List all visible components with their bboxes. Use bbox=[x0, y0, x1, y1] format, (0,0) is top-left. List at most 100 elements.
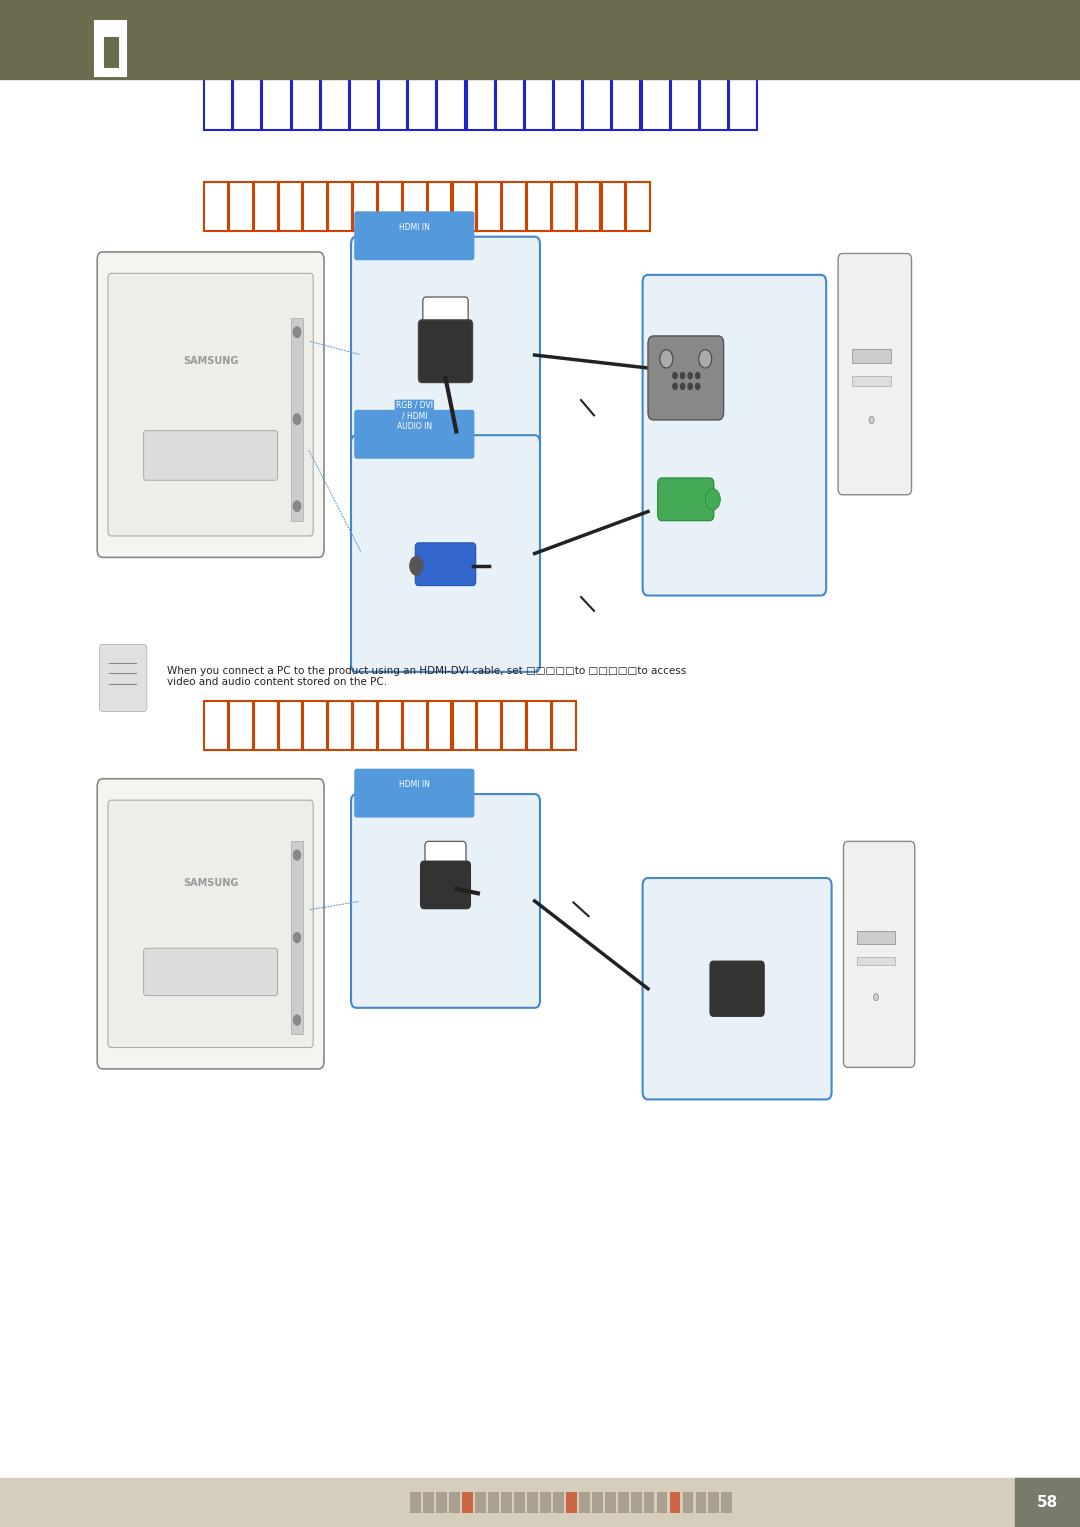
Bar bbox=[670, 1492, 680, 1513]
Bar bbox=[852, 348, 891, 362]
Bar bbox=[618, 1492, 629, 1513]
FancyBboxPatch shape bbox=[104, 37, 118, 67]
Circle shape bbox=[673, 373, 677, 379]
FancyBboxPatch shape bbox=[99, 644, 147, 712]
FancyBboxPatch shape bbox=[477, 182, 501, 231]
Circle shape bbox=[294, 414, 300, 425]
FancyBboxPatch shape bbox=[426, 841, 467, 878]
FancyBboxPatch shape bbox=[643, 878, 832, 1099]
FancyBboxPatch shape bbox=[554, 69, 582, 130]
FancyBboxPatch shape bbox=[552, 701, 576, 750]
FancyBboxPatch shape bbox=[496, 69, 524, 130]
FancyBboxPatch shape bbox=[643, 275, 826, 596]
FancyBboxPatch shape bbox=[292, 69, 320, 130]
FancyBboxPatch shape bbox=[328, 182, 352, 231]
FancyBboxPatch shape bbox=[612, 69, 640, 130]
FancyBboxPatch shape bbox=[423, 296, 469, 337]
Circle shape bbox=[294, 933, 300, 942]
FancyBboxPatch shape bbox=[108, 800, 313, 1048]
Circle shape bbox=[688, 383, 692, 389]
FancyBboxPatch shape bbox=[437, 69, 465, 130]
FancyBboxPatch shape bbox=[262, 69, 291, 130]
FancyBboxPatch shape bbox=[303, 182, 327, 231]
Bar bbox=[423, 1492, 434, 1513]
Bar bbox=[566, 1492, 577, 1513]
FancyBboxPatch shape bbox=[711, 962, 765, 1017]
Circle shape bbox=[673, 383, 677, 389]
Bar bbox=[488, 1492, 499, 1513]
Bar bbox=[410, 1492, 421, 1513]
FancyBboxPatch shape bbox=[204, 69, 232, 130]
Circle shape bbox=[688, 373, 692, 379]
Bar bbox=[436, 1492, 447, 1513]
Circle shape bbox=[680, 373, 685, 379]
FancyBboxPatch shape bbox=[552, 182, 576, 231]
FancyBboxPatch shape bbox=[378, 182, 402, 231]
Bar bbox=[644, 1492, 654, 1513]
FancyBboxPatch shape bbox=[303, 701, 327, 750]
FancyBboxPatch shape bbox=[144, 948, 278, 996]
Bar bbox=[501, 1492, 512, 1513]
Bar bbox=[1015, 1478, 1080, 1527]
FancyBboxPatch shape bbox=[700, 69, 728, 130]
Bar bbox=[605, 1492, 616, 1513]
FancyBboxPatch shape bbox=[527, 701, 551, 750]
FancyBboxPatch shape bbox=[626, 182, 650, 231]
FancyBboxPatch shape bbox=[648, 336, 724, 420]
Text: 58: 58 bbox=[1037, 1495, 1058, 1510]
Bar bbox=[683, 1492, 693, 1513]
Bar bbox=[291, 841, 303, 1034]
FancyBboxPatch shape bbox=[254, 701, 278, 750]
Circle shape bbox=[696, 373, 700, 379]
FancyBboxPatch shape bbox=[351, 237, 540, 473]
FancyBboxPatch shape bbox=[233, 69, 261, 130]
Bar bbox=[852, 376, 891, 385]
Circle shape bbox=[699, 350, 712, 368]
Bar bbox=[631, 1492, 642, 1513]
Bar bbox=[540, 1492, 551, 1513]
Text: When you connect a PC to the product using an HDMI-DVI cable, set □□□□□to □□□□□t: When you connect a PC to the product usi… bbox=[167, 666, 687, 687]
Circle shape bbox=[696, 383, 700, 389]
FancyBboxPatch shape bbox=[502, 701, 526, 750]
FancyBboxPatch shape bbox=[354, 409, 474, 458]
FancyBboxPatch shape bbox=[354, 211, 474, 260]
FancyBboxPatch shape bbox=[453, 182, 476, 231]
FancyBboxPatch shape bbox=[354, 768, 474, 817]
FancyBboxPatch shape bbox=[353, 701, 377, 750]
Text: RGB / DVI
/ HDMI
AUDIO IN: RGB / DVI / HDMI AUDIO IN bbox=[395, 400, 433, 431]
FancyBboxPatch shape bbox=[467, 69, 495, 130]
Bar bbox=[514, 1492, 525, 1513]
Bar bbox=[858, 956, 894, 965]
FancyBboxPatch shape bbox=[838, 253, 912, 495]
FancyBboxPatch shape bbox=[403, 701, 427, 750]
Circle shape bbox=[660, 350, 673, 368]
FancyBboxPatch shape bbox=[453, 701, 476, 750]
FancyBboxPatch shape bbox=[97, 252, 324, 557]
Bar bbox=[553, 1492, 564, 1513]
Bar bbox=[475, 1492, 486, 1513]
FancyBboxPatch shape bbox=[229, 701, 253, 750]
FancyBboxPatch shape bbox=[97, 779, 324, 1069]
Text: SAMSUNG: SAMSUNG bbox=[183, 356, 239, 366]
Bar bbox=[696, 1492, 706, 1513]
FancyBboxPatch shape bbox=[658, 478, 714, 521]
Bar bbox=[0, 1478, 1080, 1527]
FancyBboxPatch shape bbox=[204, 182, 228, 231]
FancyBboxPatch shape bbox=[204, 701, 228, 750]
Bar bbox=[0, 0, 1080, 79]
Bar bbox=[462, 1492, 473, 1513]
Circle shape bbox=[680, 383, 685, 389]
FancyBboxPatch shape bbox=[379, 69, 407, 130]
Circle shape bbox=[869, 417, 874, 423]
FancyBboxPatch shape bbox=[351, 794, 540, 1008]
FancyBboxPatch shape bbox=[525, 69, 553, 130]
FancyBboxPatch shape bbox=[279, 701, 302, 750]
FancyBboxPatch shape bbox=[321, 69, 349, 130]
Circle shape bbox=[410, 556, 423, 576]
Circle shape bbox=[294, 327, 300, 337]
Bar bbox=[291, 318, 303, 521]
FancyBboxPatch shape bbox=[144, 431, 278, 479]
FancyBboxPatch shape bbox=[583, 69, 611, 130]
FancyBboxPatch shape bbox=[642, 69, 670, 130]
FancyBboxPatch shape bbox=[229, 182, 253, 231]
